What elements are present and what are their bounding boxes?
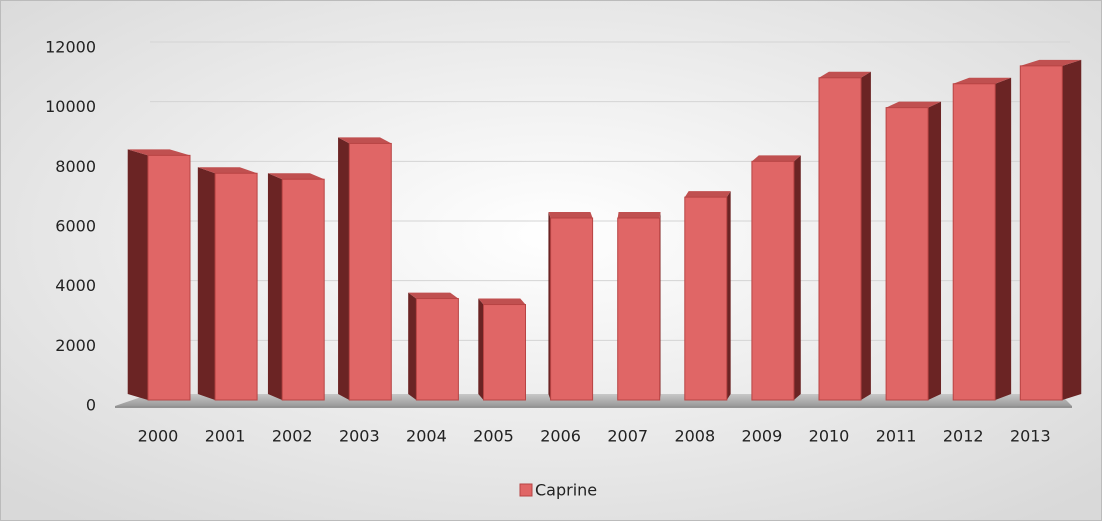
bar (483, 304, 526, 401)
x-tick-label: 2004 (406, 427, 447, 446)
y-tick-label: 6000 (55, 217, 96, 236)
x-tick-label: 2003 (339, 427, 380, 446)
bar (348, 142, 392, 401)
bar (885, 107, 929, 401)
y-tick-label: 12000 (45, 38, 96, 57)
bar (550, 217, 594, 401)
bar-side (861, 71, 871, 401)
bar-side (1062, 59, 1082, 400)
bar-top (751, 155, 801, 162)
bar-top (953, 77, 1012, 84)
y-tick-label: 10000 (45, 97, 96, 116)
y-tick-label: 0 (86, 396, 96, 415)
x-tick-label: 2007 (607, 427, 648, 446)
bar-top (338, 137, 392, 144)
y-tick-label: 2000 (55, 336, 96, 355)
bar (415, 298, 459, 401)
bar-side (793, 155, 801, 400)
bar-top (127, 149, 190, 156)
bar (214, 172, 258, 401)
bar (617, 217, 661, 401)
bar-top (684, 191, 731, 198)
bar-side (726, 191, 731, 400)
x-tick-label: 2010 (809, 427, 850, 446)
bar-side (548, 212, 551, 400)
bar-side (478, 298, 484, 400)
bar (1019, 65, 1063, 401)
legend-swatch (519, 483, 533, 497)
bar-side (408, 292, 417, 400)
x-tick-label: 2012 (943, 427, 984, 446)
bar-top (548, 212, 593, 219)
bar (818, 77, 862, 401)
y-tick-label: 8000 (55, 157, 96, 176)
x-tick-label: 2001 (205, 427, 246, 446)
bar (684, 196, 728, 401)
x-tick-label: 2008 (674, 427, 715, 446)
bar-top (478, 298, 526, 305)
bar (751, 160, 795, 401)
bar-side (338, 137, 350, 400)
x-tick-label: 2006 (540, 427, 581, 446)
bar-top (408, 292, 459, 299)
bar (281, 178, 325, 401)
bar-top (617, 212, 661, 219)
x-tick-label: 2013 (1010, 427, 1051, 446)
x-tick-label: 2000 (138, 427, 179, 446)
x-tick-label: 2011 (876, 427, 917, 446)
bar-side (127, 149, 148, 400)
bar (952, 83, 996, 401)
y-tick-label: 4000 (55, 276, 96, 295)
bar-side (928, 101, 942, 400)
bar-side (267, 173, 283, 400)
bar-side (995, 77, 1012, 401)
legend-label: Caprine (535, 481, 597, 500)
bar-top (267, 173, 325, 180)
bar-top (197, 167, 258, 174)
x-tick-label: 2005 (473, 427, 514, 446)
bar-top (819, 71, 871, 78)
bar-top (1020, 59, 1082, 66)
bar (147, 154, 191, 401)
bar-top (886, 101, 942, 108)
x-tick-label: 2009 (742, 427, 783, 446)
x-tick-label: 2002 (272, 427, 313, 446)
bar-side (197, 167, 216, 400)
